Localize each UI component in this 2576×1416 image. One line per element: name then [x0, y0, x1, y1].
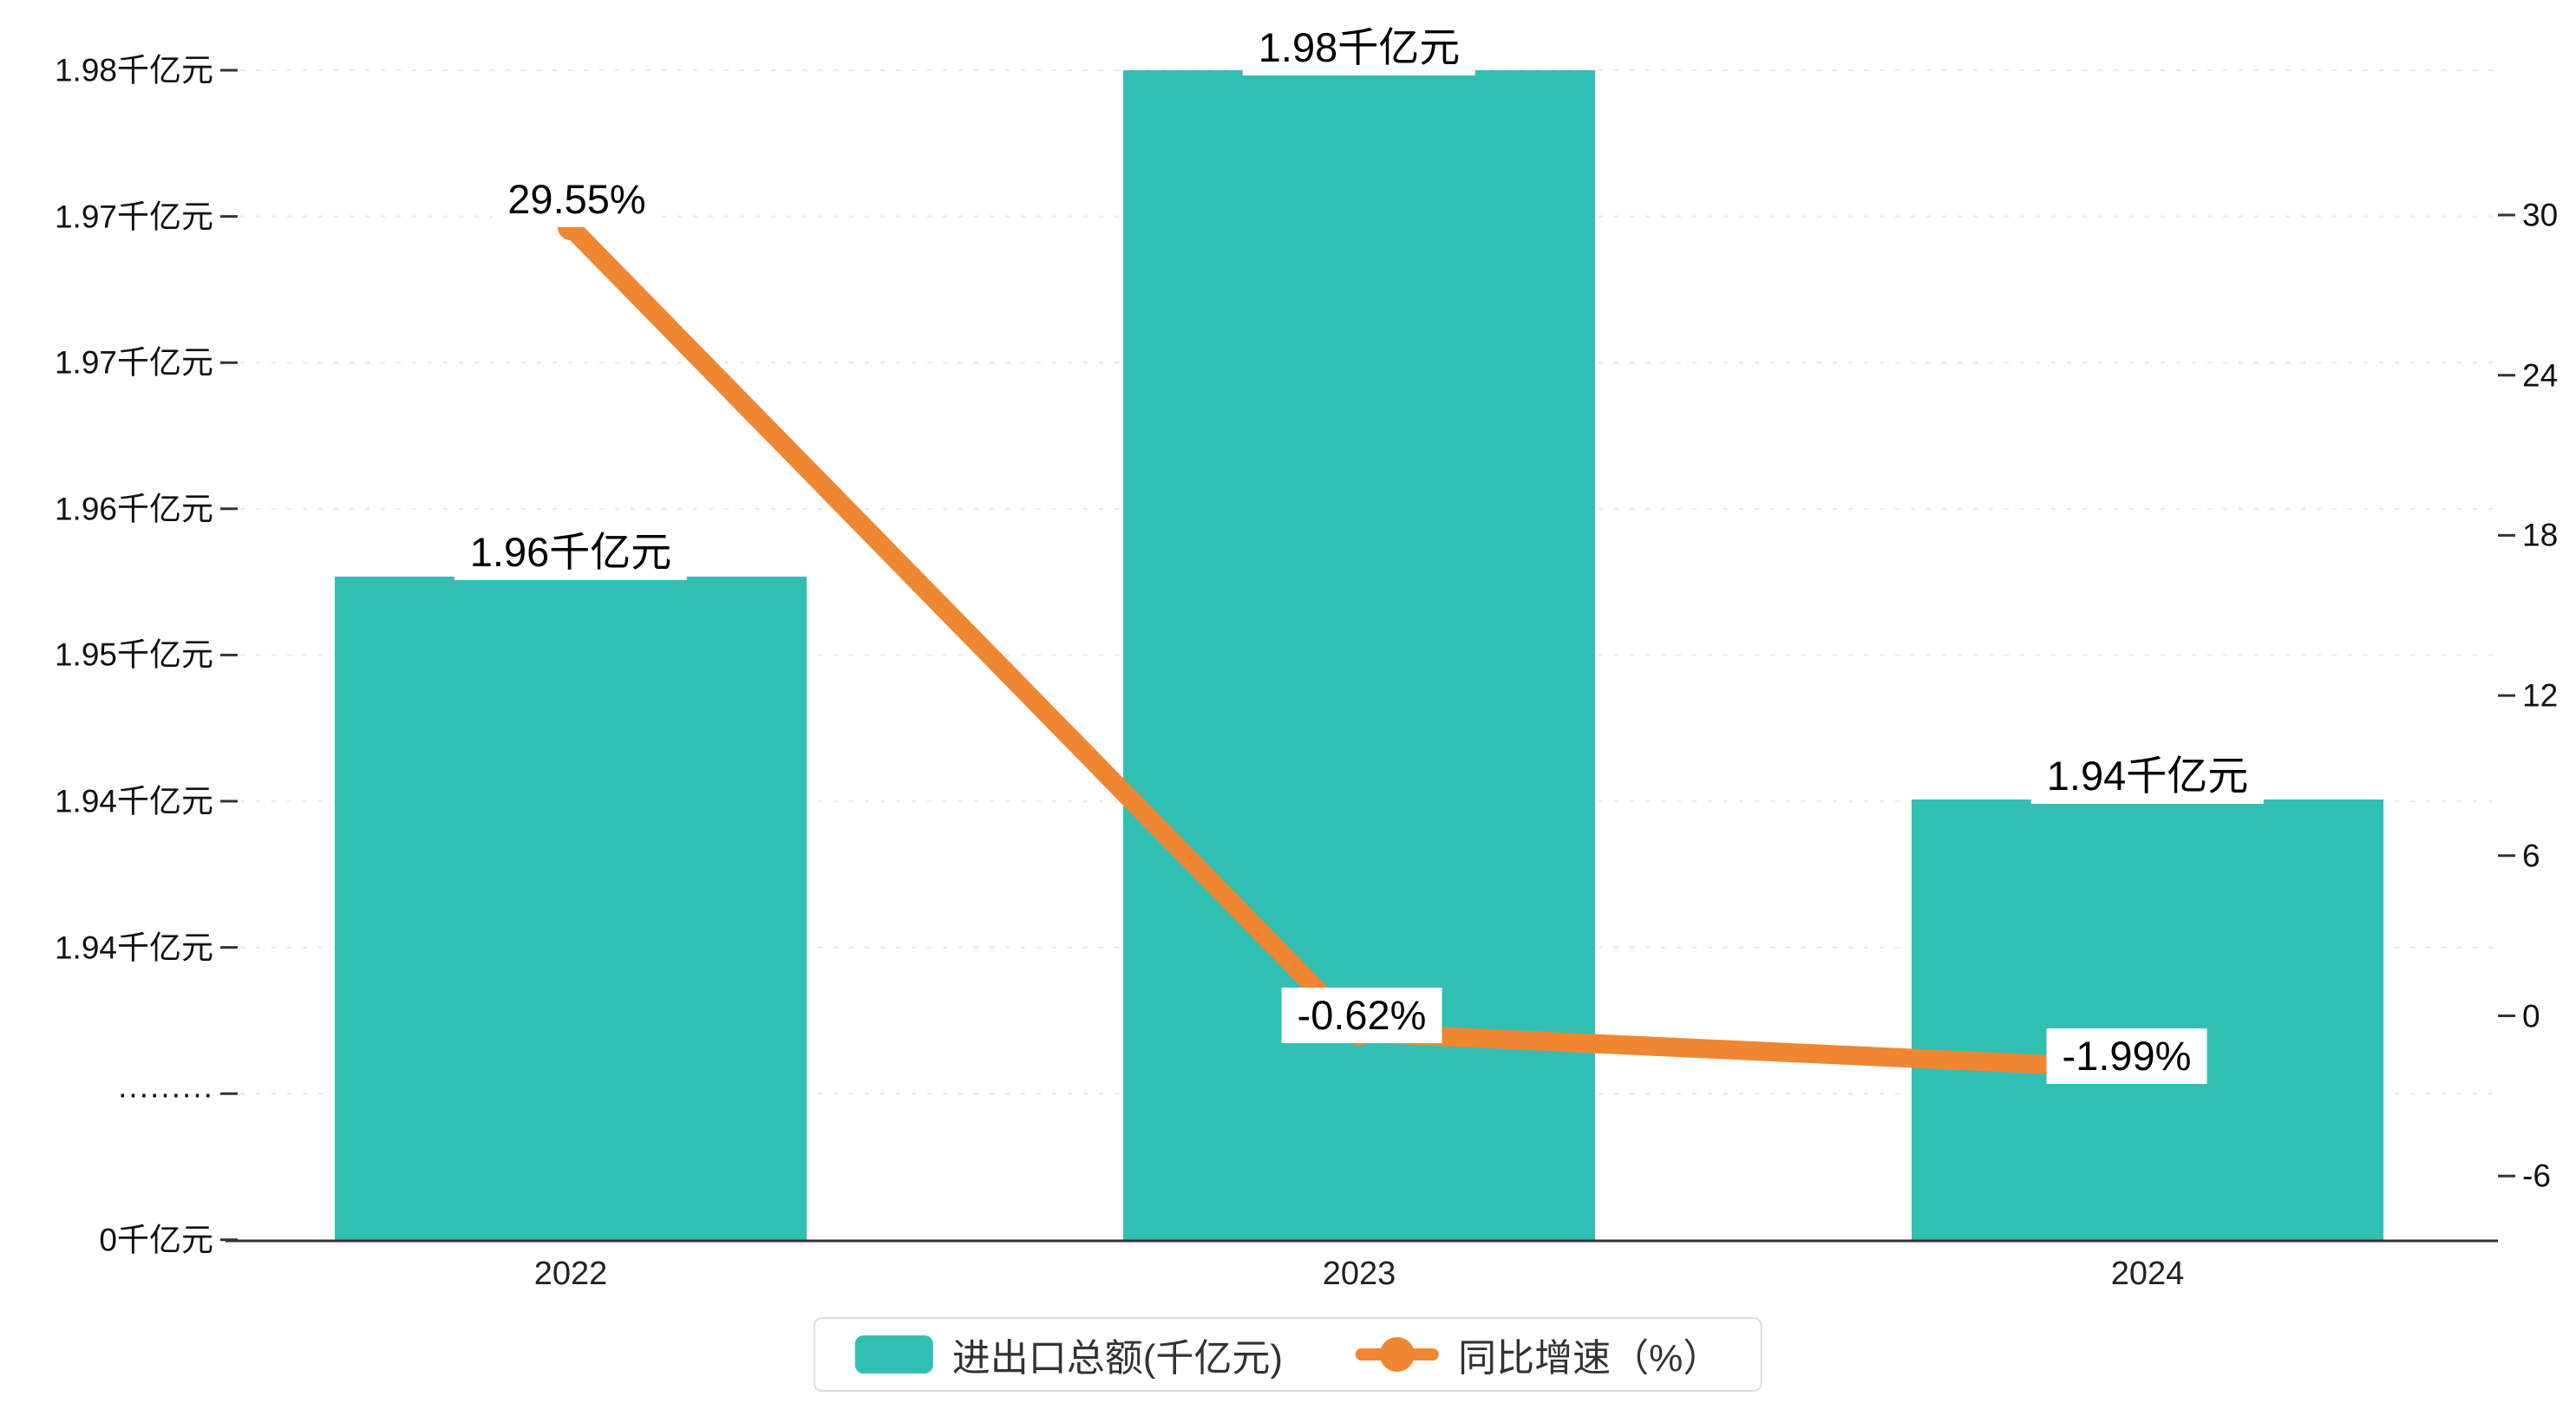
legend-item-bar[interactable]: 进出口总额(千亿元) [854, 1327, 1284, 1382]
line-dot-marker-icon [1356, 1337, 1440, 1372]
legend-item-line[interactable]: 同比增速（%） [1356, 1327, 1721, 1382]
line-point-2024 [2135, 1056, 2161, 1082]
legend-item-label: 同比增速（%） [1458, 1337, 1722, 1380]
line-point-2023 [1346, 1020, 1372, 1046]
bar-2023 [1123, 70, 1595, 1241]
bar-swatch-icon [854, 1335, 933, 1374]
bar-2022 [335, 577, 807, 1241]
legend-item-label: 进出口总额(千亿元) [951, 1337, 1284, 1380]
line-point-2022 [558, 214, 584, 240]
bar-2024 [1912, 799, 2383, 1241]
line-dot-icon [1380, 1337, 1415, 1372]
legend: 进出口总额(千亿元) 同比增速（%） [813, 1317, 1763, 1392]
